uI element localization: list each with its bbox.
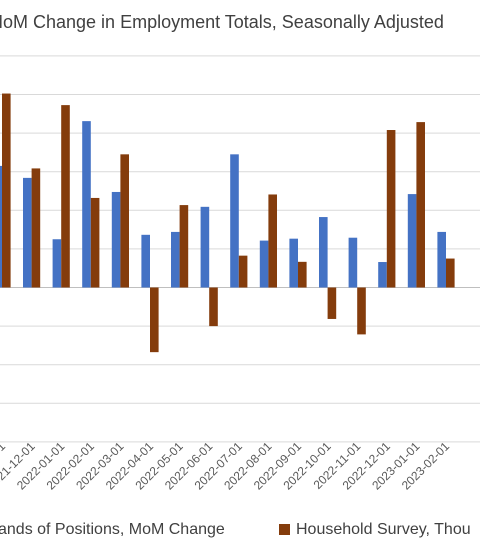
chart-title: MoM Change in Employment Totals, Seasona… [0,12,444,32]
bar-series-2 [179,205,189,288]
bar-series-1 [0,165,3,288]
bar-series-1 [23,177,32,288]
bar-series-2 [209,287,218,327]
bar-series-1 [200,206,210,288]
legend-item-series-1: ands of Positions, MoM Change [0,521,225,539]
bar-series-2 [90,197,100,288]
bar-series-2 [2,93,11,288]
legend-item-series-2: Household Survey, Thou [279,521,471,539]
bar-series-1 [407,194,417,288]
bar-series-2 [238,255,248,288]
bar-series-2 [150,287,159,353]
bar-series-1 [230,154,239,288]
bar-series-2 [298,261,307,288]
bar-series-1 [52,239,62,288]
bar-series-2 [61,105,70,288]
bar-series-2 [31,168,41,288]
bar-series-1 [141,234,150,288]
bar-series-1 [437,231,446,288]
bar-series-2 [268,194,277,288]
legend-label-series-1: ands of Positions, MoM Change [0,521,225,538]
bar-series-2 [120,154,129,288]
legend-label-series-2: Household Survey, Thou [296,521,471,538]
bar-series-1 [289,238,298,288]
bar-series-1 [348,237,358,288]
bar-series-2 [416,122,425,288]
bar-series-2 [327,287,337,319]
legend: ands of Positions, MoM Change Household … [0,521,480,545]
bar-series-1 [111,191,121,288]
bar-series-2 [386,130,396,288]
bar-series-1 [259,240,269,288]
bar-series-1 [82,121,91,288]
bar-series-1 [319,217,328,288]
bar-series-2 [357,287,366,335]
bar-series-1 [378,262,387,288]
legend-swatch-series-2 [279,524,290,535]
bar-series-1 [171,231,180,288]
bar-series-2 [446,258,455,288]
